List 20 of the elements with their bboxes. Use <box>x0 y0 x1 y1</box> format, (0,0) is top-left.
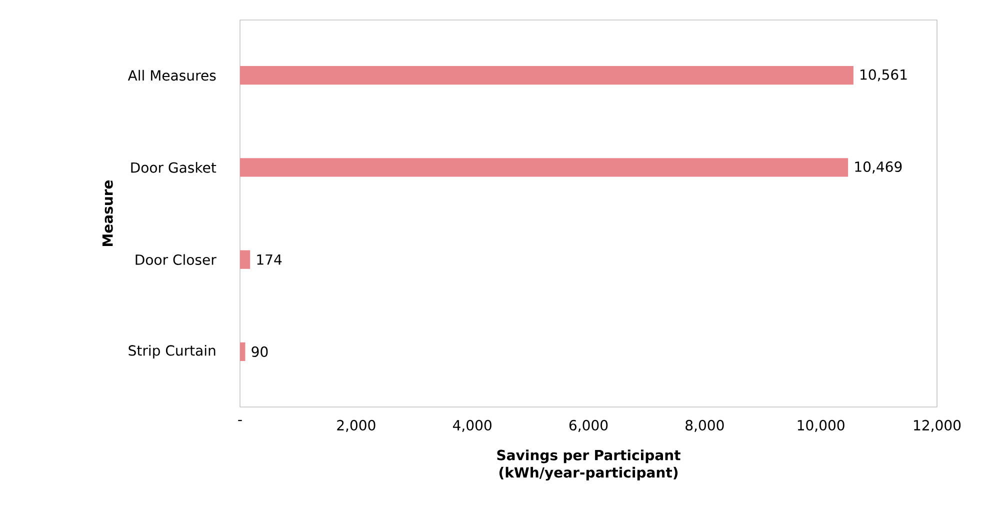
x-tick-label: 4,000 <box>452 420 492 432</box>
y-tick-label: Strip Curtain <box>128 344 216 358</box>
y-tick-label: Door Gasket <box>131 162 216 173</box>
y-axis-title: Measure <box>102 180 113 246</box>
data-label: 174 <box>257 254 282 265</box>
data-label: 90 <box>252 346 268 357</box>
data-label: 10,561 <box>860 69 907 82</box>
y-tick-label: Door Closer <box>136 254 216 265</box>
bar <box>240 158 848 177</box>
data-label: 10,469 <box>855 161 902 174</box>
x-tick-label: 10,000 <box>798 420 844 432</box>
x-tick-label: - <box>238 420 242 422</box>
x-tick-label: 2,000 <box>337 420 376 432</box>
x-tick-label: 12,000 <box>914 420 961 432</box>
bar <box>240 66 854 85</box>
x-tick-label: 8,000 <box>686 420 724 432</box>
x-tick-label: 6,000 <box>569 420 608 432</box>
bar <box>240 250 250 269</box>
x-axis-title: Savings per Participant (kWh/year-participant) <box>497 450 680 481</box>
y-tick-label: All Measures <box>128 70 216 81</box>
